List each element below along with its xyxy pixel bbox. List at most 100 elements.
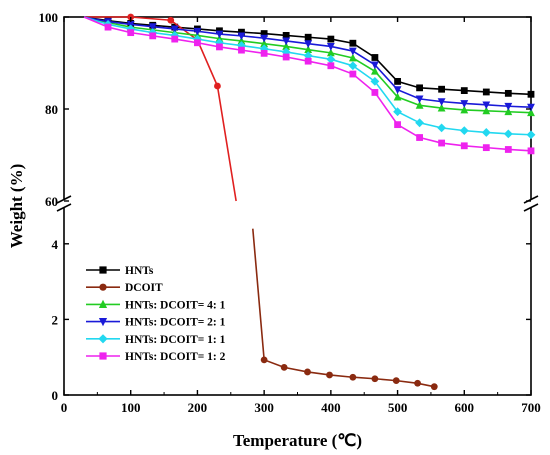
y-tick-label: 60 xyxy=(45,194,58,209)
data-point xyxy=(504,146,512,153)
axis-break-gap-left xyxy=(56,199,72,208)
axis-break-gap-right xyxy=(523,199,539,208)
x-tick-label: 200 xyxy=(188,400,208,415)
data-point xyxy=(415,118,424,128)
data-point xyxy=(260,34,269,43)
data-point xyxy=(348,47,357,56)
legend-label: HNTs: DCOIT= 4: 1 xyxy=(125,299,226,311)
data-point xyxy=(171,35,179,43)
data-point xyxy=(482,101,491,110)
y-tick-label: 4 xyxy=(52,237,59,252)
x-axis-title: Temperature (℃) xyxy=(233,431,362,450)
data-point xyxy=(527,108,535,117)
axis-break-mark-left xyxy=(56,203,72,212)
data-point xyxy=(193,27,202,36)
data-point xyxy=(394,121,401,129)
data-point xyxy=(149,32,157,40)
data-point xyxy=(326,43,335,51)
data-point xyxy=(148,23,157,32)
x-tick-label: 600 xyxy=(455,400,475,415)
data-point xyxy=(437,123,447,133)
data-point xyxy=(282,32,290,39)
data-point xyxy=(215,30,224,39)
data-point xyxy=(394,78,401,85)
data-point xyxy=(104,23,112,31)
data-point xyxy=(393,92,402,101)
data-point xyxy=(282,42,291,50)
y-tick-label: 2 xyxy=(52,312,59,327)
tick-layer: 0 100 200 300 400 500 600 700 60 80 100 0 2 4 xyxy=(39,10,541,415)
data-point xyxy=(527,90,535,98)
data-point xyxy=(98,299,108,308)
data-point xyxy=(503,129,513,139)
legend-label: HNTs: DCOIT= 2: 1 xyxy=(125,317,226,329)
data-point xyxy=(98,334,108,344)
data-point xyxy=(371,375,379,383)
data-point xyxy=(349,70,357,78)
data-point xyxy=(371,54,379,61)
data-point xyxy=(371,89,379,96)
data-point xyxy=(326,371,333,379)
data-point xyxy=(304,368,311,376)
data-point xyxy=(527,147,535,155)
data-point xyxy=(482,88,490,96)
x-tick-label: 500 xyxy=(388,400,408,415)
data-point xyxy=(416,84,423,92)
data-point xyxy=(327,35,335,43)
data-point xyxy=(393,86,402,95)
data-point xyxy=(460,100,469,108)
data-point xyxy=(238,46,245,54)
data-point xyxy=(127,29,135,37)
series-1 xyxy=(84,13,438,391)
data-point xyxy=(349,39,357,47)
data-point xyxy=(460,87,468,94)
data-point xyxy=(326,48,335,57)
data-point xyxy=(370,61,379,70)
legend-label: HNTs xyxy=(125,265,154,277)
data-point xyxy=(370,66,379,75)
data-point xyxy=(348,53,357,62)
data-point xyxy=(99,266,107,274)
data-point xyxy=(237,32,246,41)
data-point xyxy=(504,102,513,111)
data-point xyxy=(282,37,291,46)
data-point xyxy=(482,106,491,115)
data-point xyxy=(504,89,512,97)
data-point xyxy=(216,43,223,51)
x-tick-label: 100 xyxy=(121,400,141,415)
data-point xyxy=(416,134,423,141)
y-tick-label: 100 xyxy=(39,10,59,25)
series-line xyxy=(84,16,237,202)
series-line-lower xyxy=(252,228,435,388)
data-point xyxy=(415,100,424,109)
data-point xyxy=(237,36,246,45)
data-point xyxy=(327,62,335,70)
data-point xyxy=(437,98,446,107)
legend-label: HNTs: DCOIT= 1: 2 xyxy=(125,351,226,363)
legend: HNTs DCOIT HNTs: DCOIT= 4: 1 HNTs: DCOIT= 2… xyxy=(86,265,226,363)
y-axis-title: Weight (%) xyxy=(7,164,26,249)
data-point xyxy=(99,352,107,360)
data-point xyxy=(326,54,336,64)
series-3 xyxy=(83,16,535,112)
legend-label: DCOIT xyxy=(125,282,163,294)
data-point xyxy=(481,128,491,137)
data-point xyxy=(98,318,108,327)
data-point xyxy=(282,53,290,61)
data-point xyxy=(459,126,469,136)
data-point xyxy=(437,103,446,112)
data-point xyxy=(438,85,446,93)
axis-break-mark-right xyxy=(523,203,539,212)
data-point xyxy=(460,105,469,114)
data-point xyxy=(349,373,357,381)
legend-label: HNTs: DCOIT= 1: 1 xyxy=(125,334,226,346)
data-point xyxy=(304,45,313,54)
data-point xyxy=(238,28,245,36)
data-point xyxy=(304,33,312,41)
x-tick-label: 0 xyxy=(61,400,68,415)
data-point xyxy=(304,40,313,49)
data-point xyxy=(370,77,380,86)
data-point xyxy=(414,379,421,387)
data-point xyxy=(194,39,201,47)
